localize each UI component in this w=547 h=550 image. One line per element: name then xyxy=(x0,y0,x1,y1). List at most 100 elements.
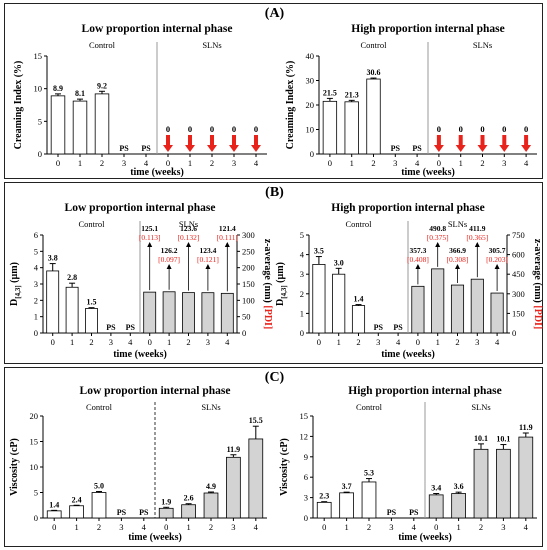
chart-title: Low proportion internal phase xyxy=(65,202,216,214)
bar-label: 3.8 xyxy=(48,254,58,263)
y2-tick-label: 50 xyxy=(242,312,251,322)
bar-label: 1.9 xyxy=(161,497,171,506)
x-tick-label: 4 xyxy=(524,158,529,168)
bar-label: 1.4 xyxy=(49,500,59,509)
pdi-label: [0.113] xyxy=(139,233,161,242)
x-tick-label: 1 xyxy=(167,337,171,347)
group-label: SLNs xyxy=(471,402,490,412)
y-tick-label: 10 xyxy=(30,462,39,472)
x-tick-label: 2 xyxy=(186,337,190,347)
y2-tick-label: 750 xyxy=(512,230,525,240)
x-tick-label: 3 xyxy=(109,337,113,347)
x-tick-label: 3 xyxy=(231,522,235,532)
x-tick-label: 2 xyxy=(356,337,360,347)
x-tick-label: 1 xyxy=(74,522,78,532)
y2-tick-label: 300 xyxy=(242,230,255,240)
x-tick-label: 0 xyxy=(166,158,170,168)
x-tick-label: 4 xyxy=(524,522,529,532)
bar-label: PS xyxy=(387,508,397,517)
bar-label: 21.5 xyxy=(323,88,337,97)
bar xyxy=(490,292,504,334)
bar-label: 0 xyxy=(166,124,170,134)
bar-label: 305.7 xyxy=(489,246,506,255)
y-tick-label: 1 xyxy=(34,312,38,322)
up-arrow-icon xyxy=(186,242,191,247)
panel-label-b: (B) xyxy=(265,185,284,200)
x-tick-label: 4 xyxy=(144,158,149,168)
bar xyxy=(470,278,484,334)
bar-label: 490.8 xyxy=(429,224,446,233)
bar xyxy=(203,492,219,519)
x-tick-label: 1 xyxy=(436,337,440,347)
bar-label: PS xyxy=(391,144,401,153)
y2-tick-label: 0 xyxy=(512,328,516,338)
bar-label: 8.9 xyxy=(53,84,63,93)
chart-c-low: Low proportion internal phase05101520Vis… xyxy=(9,385,267,543)
pdi-label: [0.121] xyxy=(197,255,219,264)
y2-tick-label: 100 xyxy=(242,295,255,305)
y2-tick-label: 200 xyxy=(242,263,255,273)
bar-label: 366.9 xyxy=(449,246,466,255)
bar-label: 3.0 xyxy=(334,258,344,267)
x-tick-label: 2 xyxy=(97,522,101,532)
bar-label: PS xyxy=(117,508,127,517)
bar-label: 5.0 xyxy=(94,481,104,490)
y2-tick-label: 600 xyxy=(512,250,525,260)
y2-axis-label: z-average (nm) [PDI] xyxy=(262,239,273,330)
up-arrow-icon xyxy=(415,264,421,269)
bar-label: PS xyxy=(409,508,419,517)
bar-label: 3.7 xyxy=(342,482,352,491)
y-tick-label: 0 xyxy=(300,328,304,338)
bar-label: 10.1 xyxy=(474,434,488,443)
bar-label: 9.2 xyxy=(97,81,107,90)
x-tick-label: 1 xyxy=(188,158,192,168)
bar xyxy=(431,268,445,334)
y-tick-label: 0 xyxy=(34,513,38,523)
bar-label: 2.4 xyxy=(72,495,82,504)
y-axis-label: Creaming Index (%) xyxy=(13,61,24,150)
bar-label: 11.9 xyxy=(227,445,241,454)
x-tick-label: 4 xyxy=(225,337,230,347)
bar-label: PS xyxy=(412,144,422,153)
y2-tick-label: 300 xyxy=(512,289,525,299)
down-arrow-icon xyxy=(521,135,532,152)
y-tick-label: 3 xyxy=(304,493,308,503)
y-tick-label: 6 xyxy=(304,472,308,482)
bar xyxy=(316,501,332,519)
x-tick-label: 4 xyxy=(396,337,401,347)
x-tick-label: 1 xyxy=(344,522,348,532)
bar-label: PS xyxy=(106,323,116,332)
bar-label: 0 xyxy=(254,124,258,134)
panel-label-a: (A) xyxy=(264,6,285,21)
bar xyxy=(181,504,196,519)
bar-label: 30.6 xyxy=(367,68,381,77)
y-tick-label: 0 xyxy=(310,149,314,159)
bar-label: 4.9 xyxy=(206,482,216,491)
down-arrow-icon xyxy=(185,135,195,152)
up-arrow-icon xyxy=(435,242,441,247)
bar xyxy=(450,284,465,334)
bar xyxy=(85,308,98,334)
y-axis-label: Viscosity (cP) xyxy=(9,438,20,496)
bar xyxy=(411,285,425,334)
x-tick-label: 3 xyxy=(206,337,210,347)
bar-label: 2.3 xyxy=(319,492,329,501)
bar xyxy=(518,436,534,519)
bar-label: 8.1 xyxy=(75,89,85,98)
bar xyxy=(46,510,62,519)
bar-label: 123.4 xyxy=(199,246,216,255)
y-tick-label: 0 xyxy=(304,513,308,523)
bar-label: 3.6 xyxy=(454,482,464,491)
y-tick-label: 30 xyxy=(306,76,315,86)
x-axis-label: time (weeks) xyxy=(398,532,452,543)
group-label: Control xyxy=(86,402,113,412)
bar-label: 0 xyxy=(232,124,236,134)
pdi-label: [0.097] xyxy=(158,255,180,264)
pdi-label: [0.203] xyxy=(486,255,508,264)
bar xyxy=(322,100,338,155)
y-tick-label: 40 xyxy=(306,51,315,61)
group-label: Control xyxy=(79,219,106,229)
down-arrow-icon xyxy=(163,135,173,152)
pdi-label: [0.308] xyxy=(447,255,469,264)
x-tick-label: 4 xyxy=(495,337,500,347)
